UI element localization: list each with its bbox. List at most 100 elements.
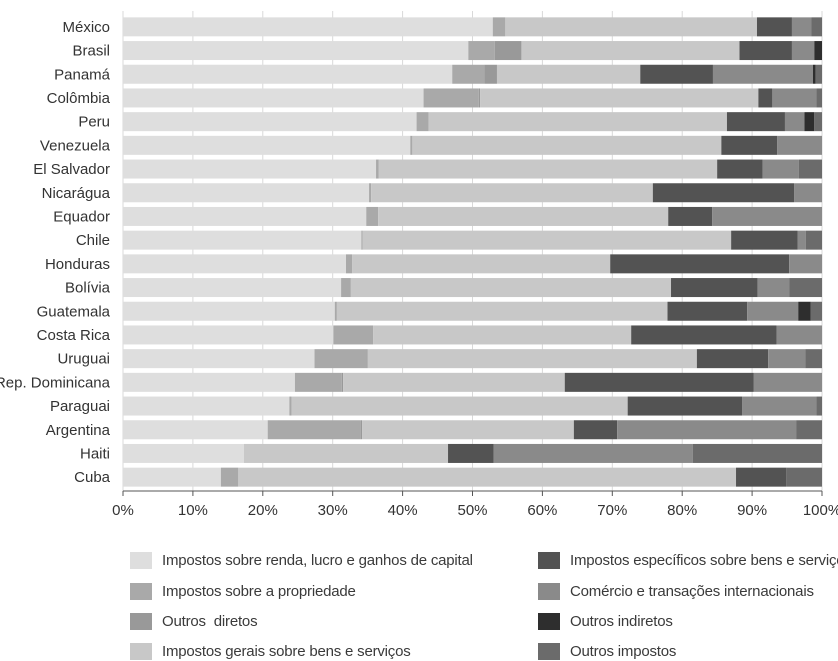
- bar-segment: [369, 183, 372, 203]
- legend-label: Impostos específicos sobre bens e serviç…: [570, 551, 838, 569]
- bar-segment: [564, 372, 754, 392]
- bar-segment: [805, 230, 822, 250]
- bar-segment: [366, 349, 368, 369]
- stacked-bar-chart: México Brasil Panamá Colômbia Peru Venezuela E…: [0, 11, 838, 519]
- bar-segment: [243, 443, 449, 463]
- bar-segment: [667, 301, 748, 321]
- legend-label: Impostos gerais sobre bens e serviços: [162, 642, 411, 660]
- y-tick-label: México: [62, 19, 110, 36]
- legend-label: Impostos sobre renda, lucro e ganhos de …: [162, 551, 473, 569]
- bar-segment: [468, 41, 495, 61]
- bar-segment: [777, 135, 822, 155]
- bar-segment: [762, 159, 799, 179]
- bar-segment: [123, 349, 315, 369]
- y-axis-labels: México Brasil Panamá Colômbia Peru Venezuela E…: [0, 19, 111, 486]
- bar-segment: [496, 64, 641, 84]
- bar-segment: [267, 420, 361, 440]
- legend-label: Outros impostos: [570, 642, 677, 660]
- y-tick-label: Haiti: [80, 445, 110, 462]
- legend-swatch: [538, 612, 560, 630]
- bar-segment: [627, 396, 743, 416]
- legend-item-renda: Impostos sobre renda, lucro e ganhos de …: [130, 550, 473, 570]
- y-tick-label: Colômbia: [47, 90, 111, 107]
- bar-segment: [341, 278, 351, 298]
- y-tick-label: Cuba: [74, 469, 111, 486]
- bar-segment: [123, 278, 342, 298]
- bar-segment: [721, 135, 778, 155]
- bar-segment: [789, 278, 822, 298]
- bar-segment: [428, 112, 727, 132]
- legend-label: Comércio e transações internacionais: [570, 582, 814, 600]
- bar-segment: [366, 206, 379, 226]
- y-tick-label: El Salvador: [33, 161, 110, 178]
- bar-segment: [811, 17, 822, 37]
- bar-segment: [423, 88, 479, 108]
- bar-segment: [789, 254, 822, 274]
- bar-segment: [123, 420, 268, 440]
- bar-segment: [123, 41, 469, 61]
- bar-segment: [631, 325, 777, 345]
- bar-segment: [378, 206, 669, 226]
- y-tick-label: Guatemala: [37, 303, 111, 320]
- bar-segment: [492, 17, 506, 37]
- bar-segment: [376, 159, 379, 179]
- bar-segment: [493, 443, 693, 463]
- y-tick-label: Brasil: [72, 43, 110, 60]
- y-tick-label: Nicarágua: [42, 185, 111, 202]
- bar-segment: [123, 206, 367, 226]
- legend-swatch: [130, 582, 152, 600]
- bar-segment: [123, 17, 493, 37]
- bar-segment: [692, 443, 822, 463]
- bar-segment: [776, 325, 822, 345]
- legend-swatch: [130, 642, 152, 660]
- legend-item-especificos: Impostos específicos sobre bens e serviç…: [538, 550, 838, 570]
- y-tick-label: Honduras: [45, 256, 110, 273]
- bar-segment: [812, 64, 816, 84]
- y-tick-label: Argentina: [46, 422, 111, 439]
- bar-segment: [726, 112, 785, 132]
- bar-segment: [373, 325, 632, 345]
- x-tick-label: 20%: [248, 502, 278, 519]
- y-tick-label: Paraguai: [50, 398, 110, 415]
- bar-segment: [814, 112, 822, 132]
- bar-segment: [671, 278, 758, 298]
- x-tick-label: 100%: [803, 502, 838, 519]
- legend-item-outros-indiretos: Outros indiretos: [538, 611, 673, 631]
- bar-segment: [123, 230, 362, 250]
- bar-segment: [717, 159, 763, 179]
- bar-segment: [668, 206, 713, 226]
- bar-segment: [772, 88, 817, 108]
- bar-segment: [736, 467, 787, 487]
- bar-segment: [291, 396, 628, 416]
- bar-segment: [758, 88, 773, 108]
- bar-segment: [768, 349, 806, 369]
- legend-label: Outros diretos: [162, 612, 258, 630]
- bar-segment: [784, 112, 805, 132]
- bar-segment: [371, 183, 653, 203]
- bar-segment: [123, 325, 334, 345]
- bar-segment: [452, 64, 485, 84]
- legend-item-outros-diretos: Outros diretos: [130, 611, 258, 631]
- y-tick-label: Rep. Dominicana: [0, 374, 111, 391]
- legend: Impostos sobre renda, lucro e ganhos de …: [0, 548, 838, 661]
- bar-segment: [123, 88, 424, 108]
- y-tick-label: Peru: [78, 114, 110, 131]
- bar-segment: [361, 230, 363, 250]
- bar-segment: [378, 159, 718, 179]
- bar-segment: [123, 443, 244, 463]
- bar-segment: [484, 64, 497, 84]
- x-tick-label: 70%: [597, 502, 627, 519]
- bar-segment: [334, 301, 337, 321]
- x-tick-label: 90%: [737, 502, 767, 519]
- bar-segment: [814, 41, 822, 61]
- bar-segment: [712, 206, 822, 226]
- bar-segment: [480, 88, 759, 108]
- x-tick-label: 60%: [527, 502, 557, 519]
- bar-segment: [412, 135, 722, 155]
- bar-segment: [494, 41, 522, 61]
- bar-segment: [123, 112, 417, 132]
- bar-segment: [712, 64, 813, 84]
- bar-segment: [797, 230, 806, 250]
- bar-segment: [798, 159, 822, 179]
- y-tick-label: Bolívia: [65, 280, 111, 297]
